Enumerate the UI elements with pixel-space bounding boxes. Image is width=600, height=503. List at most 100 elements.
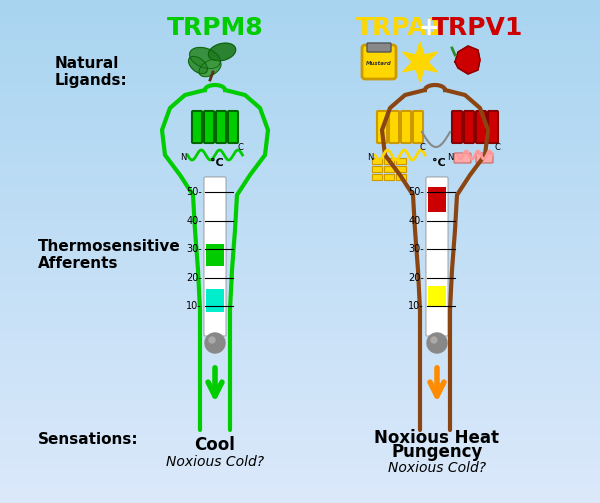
FancyBboxPatch shape xyxy=(476,153,493,163)
Bar xyxy=(0,498,600,499)
Bar xyxy=(0,233,600,234)
Bar xyxy=(0,462,600,463)
Bar xyxy=(0,79,600,80)
Bar xyxy=(0,430,600,431)
Bar xyxy=(0,371,600,372)
Bar xyxy=(0,432,600,433)
Bar xyxy=(0,415,600,416)
Bar xyxy=(0,443,600,444)
Bar xyxy=(0,208,600,209)
Bar xyxy=(0,337,600,338)
Bar xyxy=(0,265,600,266)
Bar xyxy=(0,1,600,2)
Bar xyxy=(0,267,600,268)
Bar xyxy=(0,138,600,139)
Bar xyxy=(0,183,600,184)
Bar xyxy=(0,147,600,148)
Bar xyxy=(0,419,600,420)
Bar xyxy=(0,365,600,366)
Bar xyxy=(0,362,600,363)
Bar xyxy=(0,330,600,331)
Bar xyxy=(0,284,600,285)
Bar xyxy=(0,322,600,323)
Bar xyxy=(0,302,600,303)
Bar xyxy=(372,158,382,164)
Bar xyxy=(0,40,600,41)
Bar xyxy=(0,409,600,410)
Bar xyxy=(0,391,600,392)
Text: C: C xyxy=(419,143,425,152)
Bar xyxy=(0,243,600,244)
Bar xyxy=(0,500,600,501)
Bar xyxy=(0,58,600,59)
Bar xyxy=(0,398,600,399)
Bar xyxy=(0,292,600,293)
Bar xyxy=(0,467,600,468)
Bar xyxy=(0,291,600,292)
Bar xyxy=(0,380,600,381)
Bar xyxy=(0,222,600,223)
Bar xyxy=(0,442,600,443)
Bar xyxy=(0,2,600,3)
Bar xyxy=(0,420,600,421)
Bar xyxy=(0,424,600,425)
Bar xyxy=(0,324,600,325)
Bar xyxy=(0,474,600,475)
Bar xyxy=(0,69,600,70)
Bar xyxy=(0,192,600,193)
Bar xyxy=(0,34,600,35)
Bar xyxy=(0,49,600,50)
Bar xyxy=(0,17,600,18)
Bar xyxy=(0,335,600,336)
Bar xyxy=(0,425,600,426)
Bar xyxy=(0,438,600,439)
FancyBboxPatch shape xyxy=(426,177,448,336)
Bar xyxy=(0,328,600,329)
Bar xyxy=(0,316,600,317)
Bar xyxy=(0,121,600,122)
Bar xyxy=(0,30,600,31)
Bar xyxy=(0,487,600,488)
Bar xyxy=(0,47,600,48)
Bar xyxy=(0,123,600,124)
Bar xyxy=(0,466,600,467)
Bar xyxy=(0,318,600,319)
Bar xyxy=(0,366,600,367)
Bar xyxy=(0,486,600,487)
Bar xyxy=(0,173,600,174)
Bar xyxy=(0,349,600,350)
Bar xyxy=(0,497,600,498)
Bar xyxy=(0,67,600,68)
Text: TRPA1: TRPA1 xyxy=(355,16,445,40)
Text: Noxious Cold?: Noxious Cold? xyxy=(166,455,264,469)
Bar xyxy=(0,308,600,309)
Bar xyxy=(0,283,600,284)
FancyBboxPatch shape xyxy=(413,111,423,143)
Bar xyxy=(0,319,600,320)
Text: TRPV1: TRPV1 xyxy=(433,16,524,40)
Bar xyxy=(0,119,600,120)
Bar xyxy=(0,332,600,333)
Bar xyxy=(0,310,600,311)
Bar xyxy=(0,239,600,240)
Bar xyxy=(0,372,600,373)
Bar xyxy=(0,465,600,466)
Bar xyxy=(0,358,600,359)
Bar xyxy=(0,459,600,460)
Bar xyxy=(0,186,600,187)
Bar xyxy=(0,305,600,306)
Bar xyxy=(0,501,600,502)
Bar xyxy=(0,329,600,330)
Bar xyxy=(0,188,600,189)
Bar xyxy=(0,381,600,382)
Bar xyxy=(0,453,600,454)
Bar xyxy=(0,9,600,10)
Bar xyxy=(0,346,600,347)
Bar xyxy=(0,31,600,32)
Bar xyxy=(0,315,600,316)
Bar xyxy=(0,451,600,452)
Bar xyxy=(0,200,600,201)
Bar xyxy=(0,478,600,479)
Bar xyxy=(0,41,600,42)
Bar xyxy=(0,339,600,340)
